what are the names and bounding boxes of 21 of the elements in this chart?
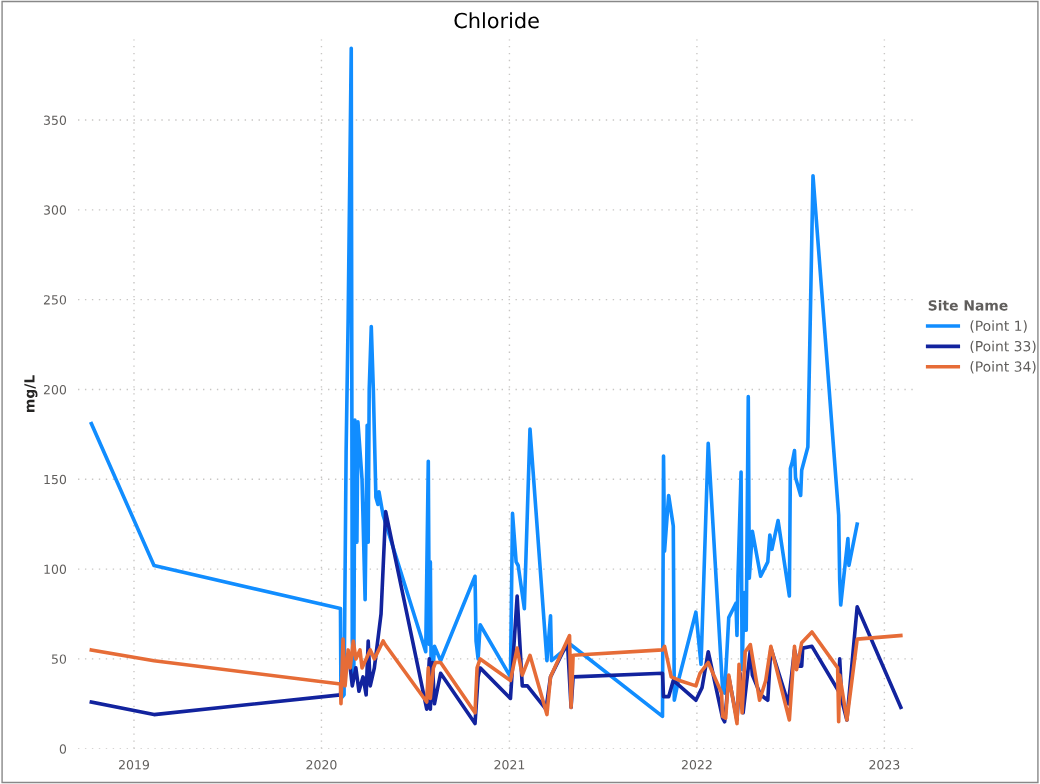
x-tick-label: 2021 (494, 760, 525, 770)
y-tick-label: 300 (43, 205, 67, 215)
y-tick-label: 250 (43, 295, 67, 305)
legend-title: Site Name (928, 299, 1008, 311)
y-tick-label: 200 (43, 384, 67, 395)
line-series (89, 46, 859, 719)
chart-title: Chloride (454, 12, 539, 29)
legend-label: (Point 1) (970, 320, 1027, 333)
line-series (89, 630, 903, 726)
x-tick-label: 2020 (306, 760, 337, 770)
legend-label: (Point 34) (970, 361, 1036, 374)
x-tick-label: 2022 (681, 760, 712, 770)
x-tick-label: 2023 (869, 760, 900, 770)
y-tick-label: 350 (43, 115, 67, 125)
y-tick-label: 150 (44, 474, 67, 485)
y-tick-label: 50 (51, 654, 67, 664)
y-tick-label: 100 (44, 564, 67, 575)
x-tick-label: 2019 (118, 760, 150, 770)
legend-label: (Point 33) (970, 340, 1036, 354)
y-axis-title: mg/L (24, 375, 38, 412)
y-tick-label: 0 (59, 744, 67, 754)
